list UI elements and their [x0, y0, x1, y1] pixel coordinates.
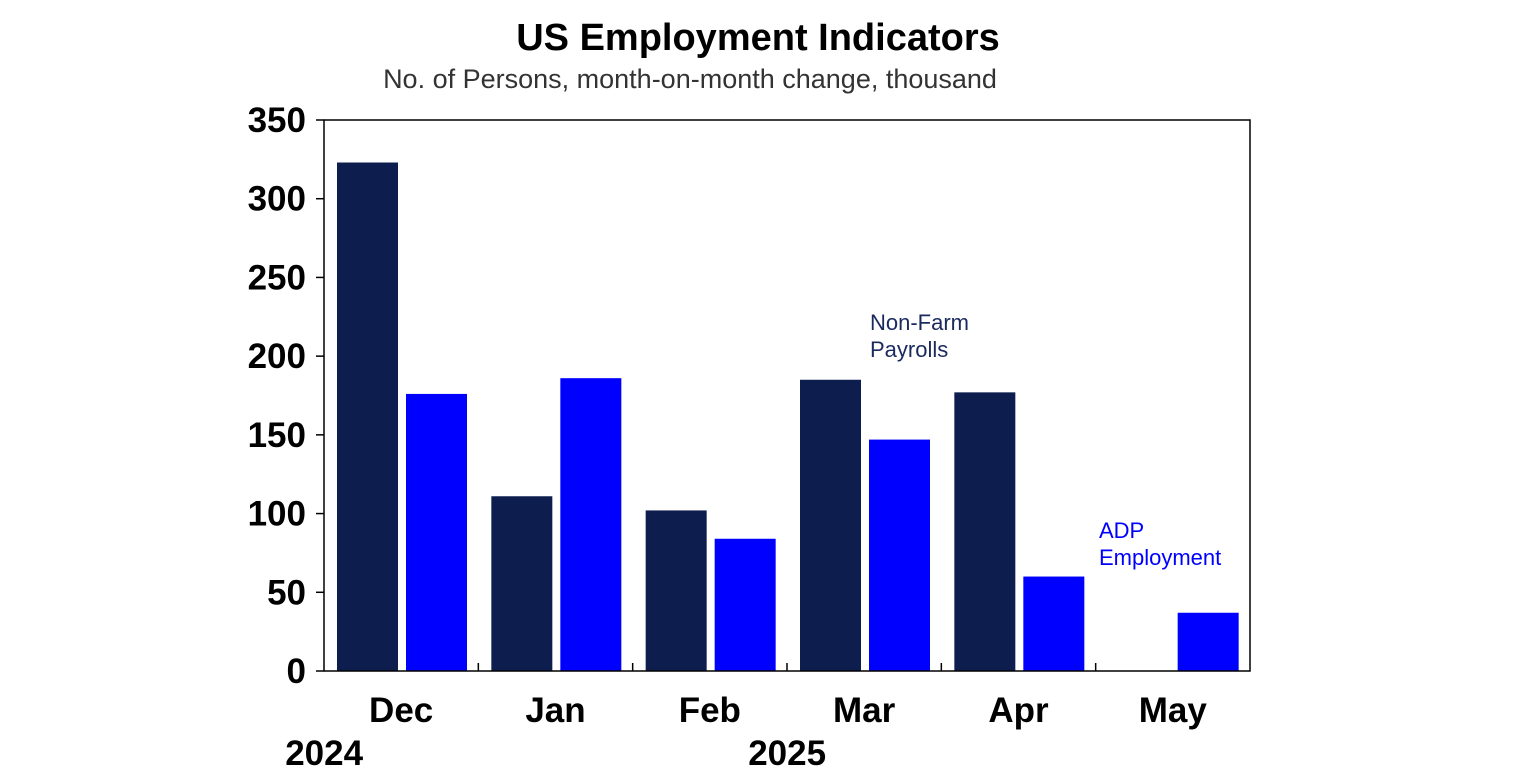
x-tick-label-feb: Feb — [679, 691, 741, 730]
series-labels: Non-Farm Payrolls ADP Employment — [870, 310, 1221, 570]
plot-frame — [323, 119, 1251, 672]
y-axis: 0 50 100 150 200 250 300 350 — [248, 101, 324, 691]
bar-non-farm-payrolls-dec — [337, 162, 398, 671]
bar-adp-employment-dec — [406, 393, 467, 671]
x-axis: Dec Jan Feb Mar Apr May 2024 2025 — [285, 663, 1207, 773]
x-tick-label-may: May — [1139, 691, 1208, 730]
bar-adp-employment-jan — [560, 378, 622, 671]
year-label-2025: 2025 — [748, 734, 826, 773]
series-label-adp-employment: ADP Employment — [1099, 518, 1221, 570]
x-tick-label-jan: Jan — [525, 691, 585, 730]
x-tick-label-mar: Mar — [833, 691, 896, 730]
series-label-non-farm-payrolls: Non-Farm Payrolls — [870, 310, 969, 362]
x-tick-label-apr: Apr — [988, 691, 1049, 730]
y-tick-label: 200 — [248, 337, 306, 376]
x-tick-label-dec: Dec — [369, 691, 433, 730]
bar-non-farm-payrolls-jan — [491, 496, 553, 671]
y-tick-label: 50 — [267, 573, 306, 612]
bar-non-farm-payrolls-feb — [645, 510, 707, 671]
bar-adp-employment-mar — [869, 439, 930, 671]
year-label-2024: 2024 — [285, 734, 363, 773]
y-tick-label: 100 — [248, 495, 306, 534]
bar-non-farm-payrolls-mar — [800, 379, 861, 671]
y-tick-label: 250 — [248, 258, 306, 297]
y-tick-label: 0 — [287, 652, 306, 691]
bars — [337, 162, 1239, 671]
bar-adp-employment-feb — [714, 538, 776, 671]
y-tick-label: 150 — [248, 416, 306, 455]
y-tick-label: 300 — [248, 180, 306, 219]
bar-adp-employment-apr — [1023, 576, 1085, 671]
chart-subtitle: No. of Persons, month-on-month change, t… — [383, 64, 997, 94]
chart-title: US Employment Indicators — [516, 17, 1000, 59]
y-tick-label: 350 — [248, 101, 306, 140]
bar-non-farm-payrolls-apr — [954, 392, 1016, 671]
bar-adp-employment-may — [1177, 612, 1239, 671]
